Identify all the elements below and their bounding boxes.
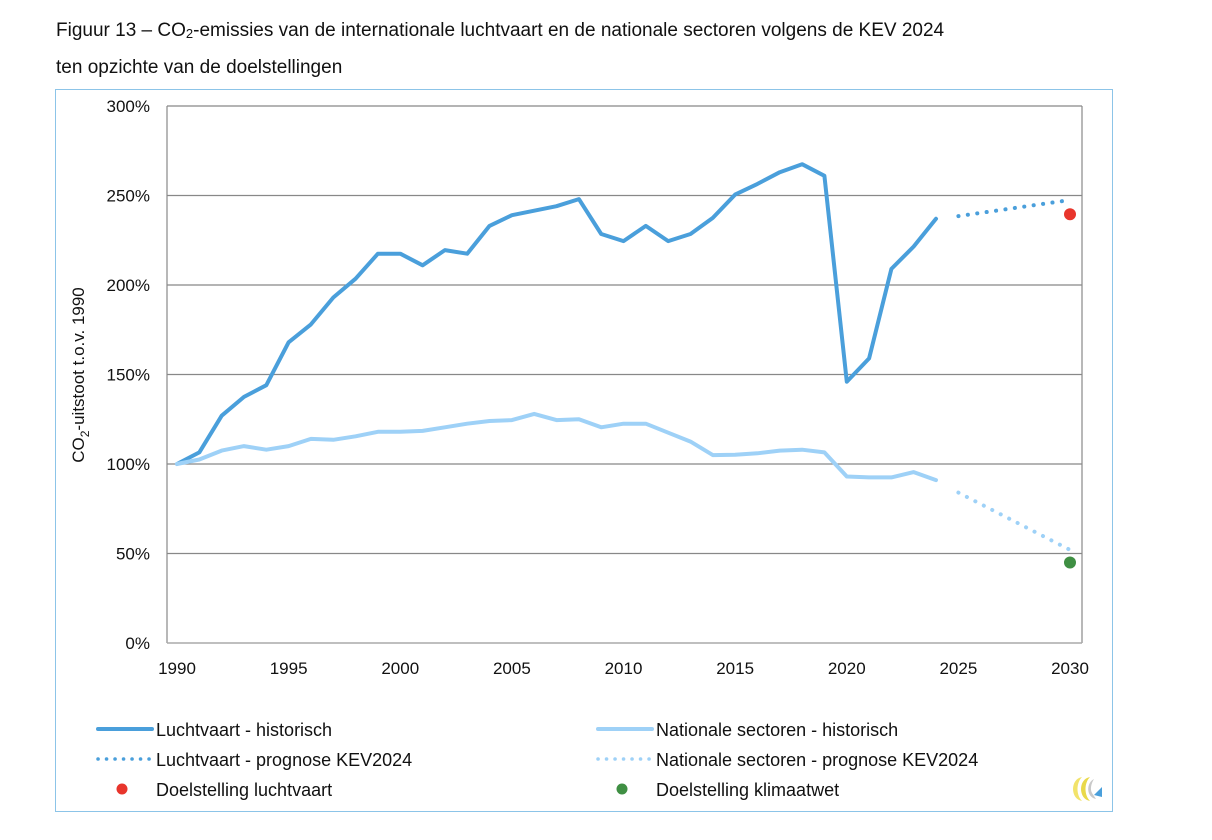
legend-item: Nationale sectoren - prognose KEV2024 — [596, 750, 978, 770]
x-tick-label: 2005 — [493, 659, 531, 678]
axes — [166, 106, 1083, 644]
legend: Luchtvaart - historisch Nationale sectore… — [96, 720, 978, 800]
x-tick-label: 1995 — [270, 659, 308, 678]
gridlines — [167, 105, 1082, 555]
legend-item: Doelstelling klimaatwet — [616, 780, 839, 800]
pbl-logo-icon — [1073, 777, 1102, 801]
legend-item: Nationale sectoren - historisch — [596, 720, 898, 740]
legend-label: Nationale sectoren - prognose KEV2024 — [656, 750, 978, 770]
x-axis-ticks: 1990 1995 2000 2005 2010 2015 2020 2025 2030 — [158, 659, 1089, 678]
y-tick-label: 0% — [125, 634, 150, 653]
y-tick-label: 100% — [107, 455, 150, 474]
series-group — [175, 162, 1076, 569]
legend-label: Luchtvaart - prognose KEV2024 — [156, 750, 412, 770]
legend-marker-swatch — [616, 783, 628, 795]
x-tick-label: 2025 — [939, 659, 977, 678]
x-tick-label: 2000 — [381, 659, 419, 678]
legend-marker-swatch — [116, 783, 128, 795]
y-axis-label: CO2-uitstoot t.o.v. 1990 — [69, 287, 92, 463]
y-tick-label: 300% — [107, 97, 150, 116]
figure-title-line-2: ten opzichte van de doelstellingen — [56, 57, 343, 78]
x-tick-label: 1990 — [158, 659, 196, 678]
forecast-line — [956, 198, 1072, 219]
y-tick-label: 150% — [107, 366, 150, 385]
x-tick-label: 2030 — [1051, 659, 1089, 678]
legend-item: Luchtvaart - prognose KEV2024 — [96, 750, 412, 770]
legend-label: Doelstelling luchtvaart — [156, 780, 332, 800]
x-tick-label: 2015 — [716, 659, 754, 678]
chart-frame — [55, 89, 1113, 812]
legend-label: Nationale sectoren - historisch — [656, 720, 898, 740]
history-line — [175, 411, 938, 483]
legend-item: Doelstelling luchtvaart — [116, 780, 332, 800]
history-line — [175, 162, 938, 466]
target-marker — [1064, 556, 1076, 569]
figure-title-line-1: Figuur 13 – CO2-emissies van de internat… — [56, 20, 945, 41]
legend-label: Doelstelling klimaatwet — [656, 780, 839, 800]
legend-label: Luchtvaart - historisch — [156, 720, 332, 740]
y-tick-label: 50% — [116, 545, 150, 564]
x-tick-label: 2020 — [828, 659, 866, 678]
x-tick-label: 2010 — [605, 659, 643, 678]
y-tick-label: 250% — [107, 187, 150, 206]
figure-title: Figuur 13 – CO2-emissies van de internat… — [56, 14, 944, 85]
target-marker — [1064, 208, 1076, 221]
y-axis-ticks: 0% 50% 100% 150% 200% 250% 300% — [107, 97, 150, 653]
legend-item: Luchtvaart - historisch — [96, 720, 332, 740]
y-tick-label: 200% — [107, 276, 150, 295]
forecast-line — [956, 490, 1072, 552]
